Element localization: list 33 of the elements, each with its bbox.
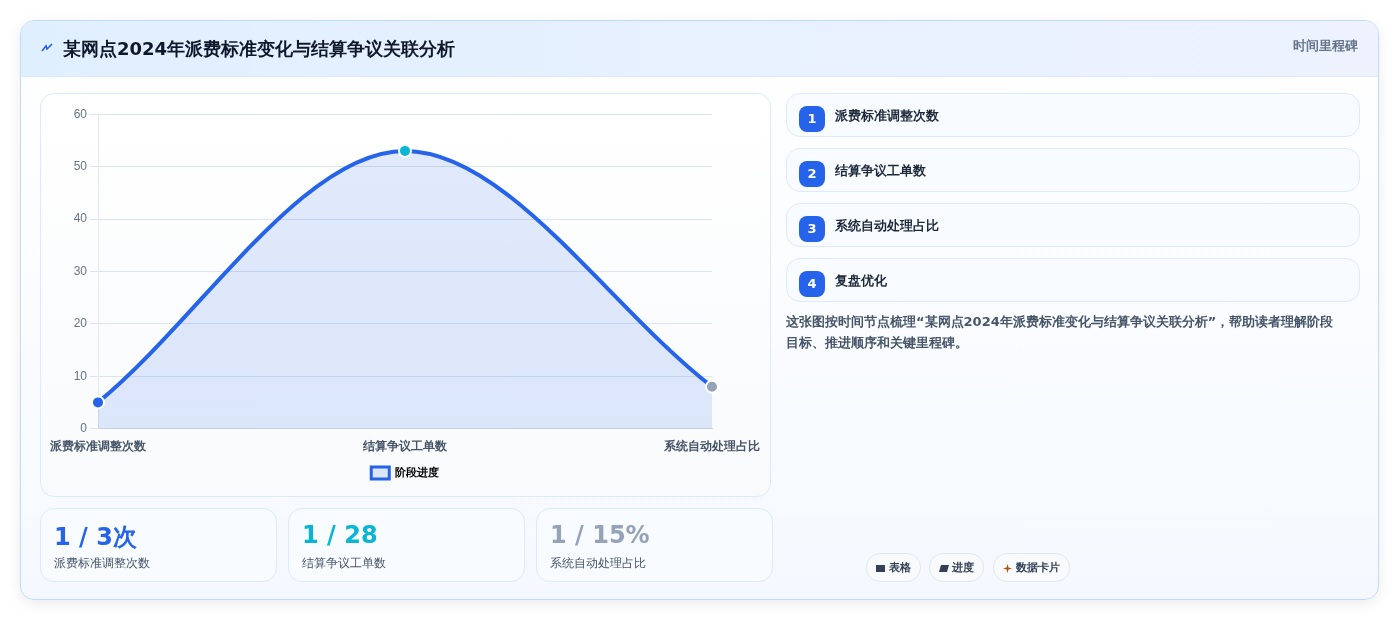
legend-label: 阶段进度 bbox=[394, 465, 439, 479]
text: 系统自动处理占比 bbox=[835, 217, 939, 235]
text: 1 / 15% bbox=[550, 521, 650, 549]
text: 进度 bbox=[929, 553, 984, 582]
text: 复盘优化 bbox=[835, 272, 887, 290]
text: 4 bbox=[799, 271, 825, 297]
text: 数据卡片 bbox=[993, 553, 1070, 582]
x-tick-label: 派费标准调整次数 bbox=[49, 438, 147, 453]
text: 3 bbox=[799, 216, 825, 242]
y-tick-label: 0 bbox=[80, 420, 88, 435]
text: 这张图按时间节点梳理“某网点2024年派费标准变化与结算争议关联分析”，帮助读者理解阶段目标、推进顺序和关键里程碑。 bbox=[786, 313, 1335, 352]
y-tick-label: 40 bbox=[73, 211, 88, 226]
text: 系统自动处理占比 bbox=[550, 555, 646, 572]
y-tick-label: 60 bbox=[73, 106, 88, 121]
text: 结算争议工单数 bbox=[835, 162, 926, 180]
y-tick-label: 50 bbox=[73, 158, 88, 173]
chart-title: 某网点2024年派费标准变化与结算争议关联分析 bbox=[63, 37, 456, 61]
y-tick-label: 30 bbox=[73, 263, 88, 278]
text: 1 bbox=[799, 106, 825, 132]
text: 派费标准调整次数 bbox=[54, 555, 150, 572]
x-tick-label: 结算争议工单数 bbox=[362, 438, 448, 453]
text: 1 / 3次 bbox=[54, 522, 137, 553]
text: 派费标准调整次数 bbox=[835, 107, 939, 125]
point bbox=[91, 395, 105, 410]
point bbox=[705, 379, 719, 394]
text: 2 bbox=[799, 161, 825, 187]
y-tick-label: 10 bbox=[73, 368, 88, 383]
text: 1 / 28 bbox=[302, 521, 378, 549]
text: 表格 bbox=[866, 553, 921, 582]
text: 时间里程碑 bbox=[1293, 37, 1358, 55]
y-tick-label: 20 bbox=[73, 316, 88, 331]
x-tick-label: 系统自动处理占比 bbox=[663, 438, 760, 453]
text: 结算争议工单数 bbox=[302, 555, 386, 572]
